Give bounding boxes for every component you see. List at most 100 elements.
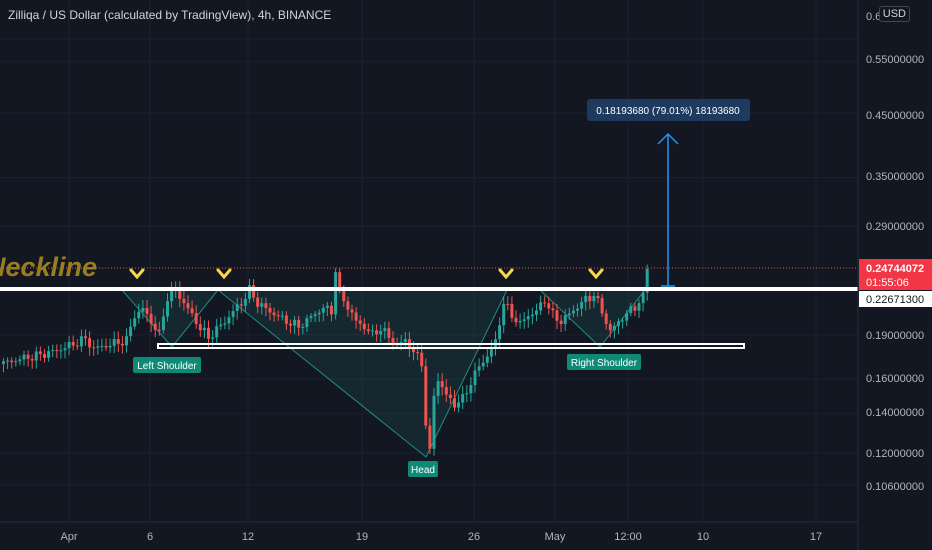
candle-body [79,336,83,347]
neckline[interactable] [0,287,858,291]
candle-body [252,285,256,298]
candle-body [264,303,268,309]
candle-body [120,343,124,346]
candle-body [391,337,395,345]
candle-body [47,351,51,358]
candle-body [297,319,301,328]
time-tick: 26 [468,531,480,543]
candle-body [227,317,231,324]
candle-body [559,320,563,325]
price-tick: 0.35000000 [866,171,924,183]
candle-body [325,305,329,308]
neckline-price-value: 0.22671300 [866,294,924,306]
candle-body [256,297,260,307]
candle-body [592,295,596,302]
peak-marker-1 [129,268,145,280]
price-tick: 0.10600000 [866,481,924,493]
candle-body [645,268,649,293]
candle-body [190,308,194,314]
candle-body [133,318,137,327]
pattern-layer [120,289,647,458]
candle-body [96,346,100,348]
candle-body [268,308,272,313]
price-tick: 0.6 [866,11,881,23]
time-tick: 12 [242,531,254,543]
candle-body [223,323,227,325]
price-axis[interactable]: 0.6 0.55000000 0.45000000 0.35000000 0.2… [857,0,932,550]
time-tick: 12:00 [614,531,642,543]
candle-body [506,303,510,305]
currency-tag[interactable]: USD [878,6,910,22]
candle-body [280,315,284,317]
time-tick: Apr [60,531,77,543]
candle-body [182,298,186,304]
right-shoulder-tag: Right Shoulder [567,354,641,370]
price-tick: 0.29000000 [866,221,924,233]
candle-body [625,313,629,321]
candle-body [543,302,547,304]
candle-body [371,330,374,332]
right-shoulder-label: Right Shoulder [571,358,638,369]
price-tick: 0.55000000 [866,54,924,66]
candle-body [194,313,198,325]
candle-body [178,289,182,299]
candle-body [604,313,608,324]
candle-body [522,319,526,322]
candle-body [145,308,149,314]
candle-body [104,345,108,348]
candle-body [272,312,276,316]
candle-body [313,314,317,317]
head-label: Head [411,465,435,476]
time-axis[interactable]: Apr 6 12 19 26 May 12:00 10 17 [0,521,858,543]
candle-body [22,354,26,360]
candle-body [584,295,588,303]
candle-body [14,361,18,363]
candle-body [342,289,346,302]
candle-body [231,311,235,318]
candle-body [88,338,92,348]
candle-body [436,381,440,396]
candle-body [633,306,637,311]
candle-body [6,360,10,362]
candle-body [440,381,444,388]
candle-body [75,345,79,347]
candle-body [248,285,251,299]
candle-body [186,303,190,309]
candle-body [301,326,305,328]
time-tick: 6 [147,531,153,543]
peak-marker-2 [216,268,232,280]
candle-body [239,304,243,306]
candle-body [129,326,133,337]
candle-body [547,303,551,309]
candle-body [403,339,407,343]
candle-body [629,306,633,314]
price-tick: 0.19000000 [866,330,924,342]
candle-body [485,356,489,363]
time-tick: 10 [697,531,709,543]
candle-body [477,366,481,371]
candle-body [51,350,55,352]
candle-body [383,328,387,331]
candle-body [243,298,247,306]
candle-body [202,327,206,331]
candle-body [608,323,612,331]
support-line[interactable] [157,343,745,349]
candle-body [38,351,42,355]
time-tick: 17 [810,531,822,543]
candle-body [141,308,145,312]
measure-label: 0.18193680 (79.01%) 18193680 [596,106,740,117]
left-shoulder-zone [120,289,220,348]
candle-body [596,295,600,299]
candle-body [600,298,604,314]
candle-body [112,338,116,346]
candle-body [26,354,30,359]
candle-body [637,303,641,311]
candle-body [108,345,112,348]
neckline-price-tag: 0.22671300 [859,291,932,307]
candle-body [412,348,415,353]
candle-body [621,320,625,322]
measure-tool[interactable]: 0.18193680 (79.01%) 18193680 [587,99,750,287]
candle-body [641,292,645,304]
candle-countdown: 01:55:06 [866,277,909,289]
